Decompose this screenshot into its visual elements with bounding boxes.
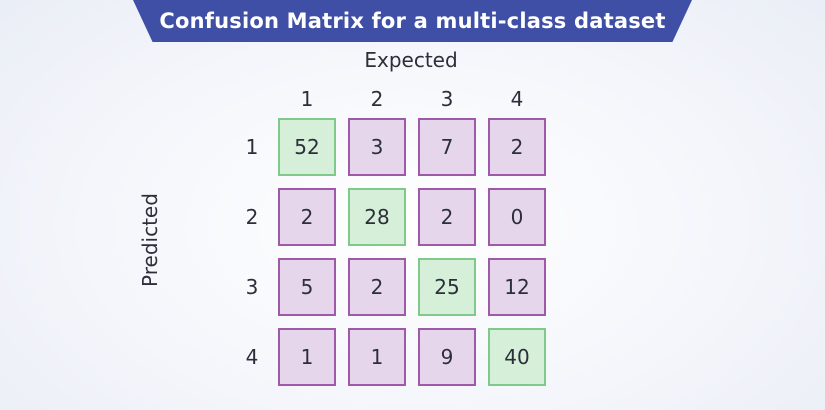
- matrix-cell-misclassified: 9: [418, 328, 476, 386]
- y-axis-title: Predicted: [138, 193, 162, 287]
- matrix-cell-misclassified: 3: [348, 118, 406, 176]
- matrix-cell-misclassified: 2: [348, 258, 406, 316]
- matrix-cell-misclassified: 12: [488, 258, 546, 316]
- matrix-cell-misclassified: 7: [418, 118, 476, 176]
- y-tick-label: 4: [245, 345, 259, 369]
- matrix-cell-misclassified: 5: [278, 258, 336, 316]
- y-tick-label: 2: [245, 205, 259, 229]
- matrix-cell-misclassified: 0: [488, 188, 546, 246]
- matrix-cell-correct: 28: [348, 188, 406, 246]
- x-tick-label: 4: [510, 87, 524, 111]
- x-tick-label: 2: [370, 87, 384, 111]
- x-axis-title: Expected: [364, 48, 458, 72]
- matrix-cell-misclassified: 1: [278, 328, 336, 386]
- x-tick-label: 1: [300, 87, 314, 111]
- matrix-cell-misclassified: 1: [348, 328, 406, 386]
- title-banner: Confusion Matrix for a multi-class datas…: [133, 0, 692, 42]
- matrix-cell-correct: 52: [278, 118, 336, 176]
- matrix-cell-correct: 40: [488, 328, 546, 386]
- x-tick-label: 3: [440, 87, 454, 111]
- matrix-cell-misclassified: 2: [418, 188, 476, 246]
- y-tick-label: 1: [245, 135, 259, 159]
- matrix-cell-misclassified: 2: [278, 188, 336, 246]
- y-tick-label: 3: [245, 275, 259, 299]
- matrix-cell-misclassified: 2: [488, 118, 546, 176]
- page-title: Confusion Matrix for a multi-class datas…: [159, 9, 666, 33]
- matrix-cell-correct: 25: [418, 258, 476, 316]
